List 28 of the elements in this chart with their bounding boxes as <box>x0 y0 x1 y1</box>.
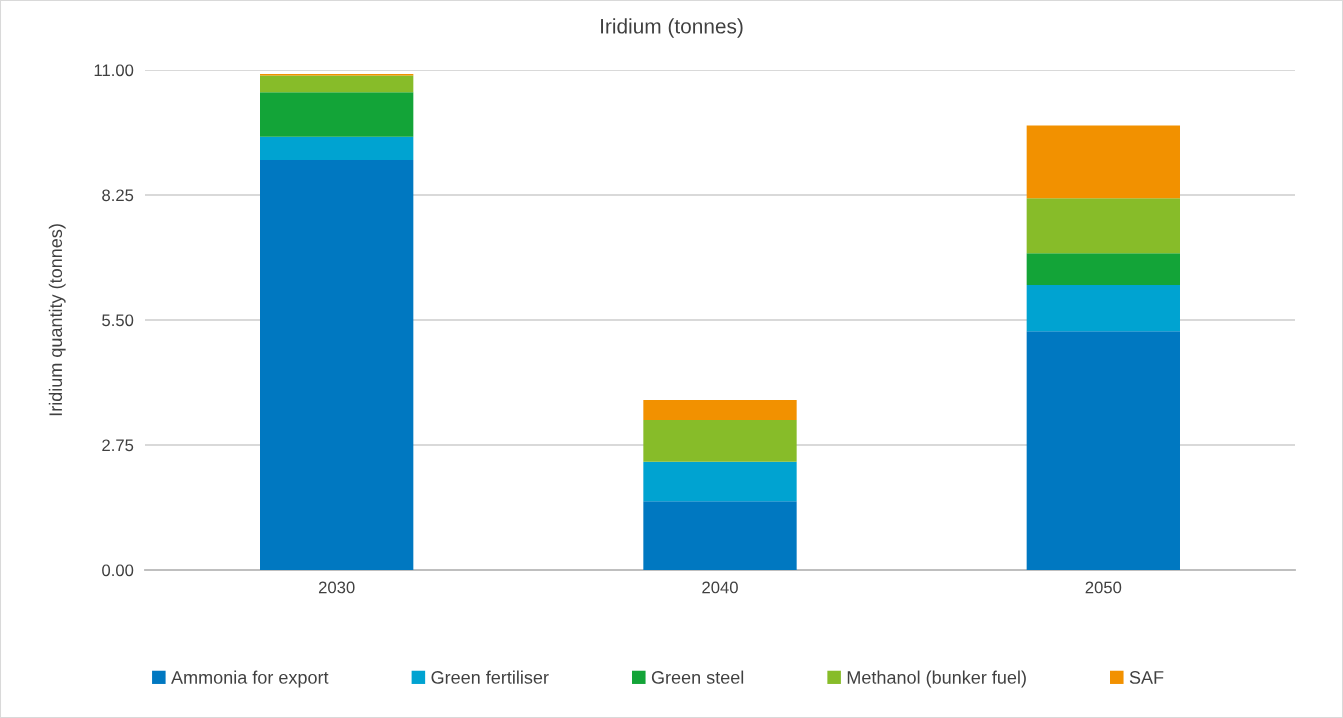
bar <box>260 92 414 137</box>
bar <box>643 400 797 420</box>
y-axis-title: Iridium quantity (tonnes) <box>48 224 66 416</box>
x-tick-label: 2050 <box>1085 581 1122 594</box>
legend-label: Methanol (bunker fuel) <box>847 670 1026 688</box>
y-tick-label: 0.00 <box>102 564 134 577</box>
bar <box>643 420 797 462</box>
bar <box>260 75 414 93</box>
y-tick-label: 11.00 <box>94 64 134 77</box>
x-tick-label: 2030 <box>318 581 355 594</box>
legend-label: Ammonia for export <box>171 670 329 688</box>
bar <box>1026 285 1180 332</box>
chart-title: Iridium (tonnes) <box>601 18 743 38</box>
bar <box>1026 125 1180 199</box>
bar <box>643 501 797 570</box>
y-tick-label: 8.25 <box>102 189 134 202</box>
bar <box>1026 198 1180 254</box>
y-tick-label: 5.50 <box>102 314 134 327</box>
bar <box>643 461 797 502</box>
legend-label: Green steel <box>651 670 744 684</box>
legend-label: SAF <box>1129 671 1164 684</box>
x-tick-label: 2040 <box>702 581 738 594</box>
legend-label: Green fertiliser <box>431 670 549 684</box>
bar <box>1026 331 1180 570</box>
y-tick-label: 2.75 <box>102 439 134 452</box>
bar <box>1026 253 1180 285</box>
bar <box>260 136 414 160</box>
bar <box>260 160 414 570</box>
